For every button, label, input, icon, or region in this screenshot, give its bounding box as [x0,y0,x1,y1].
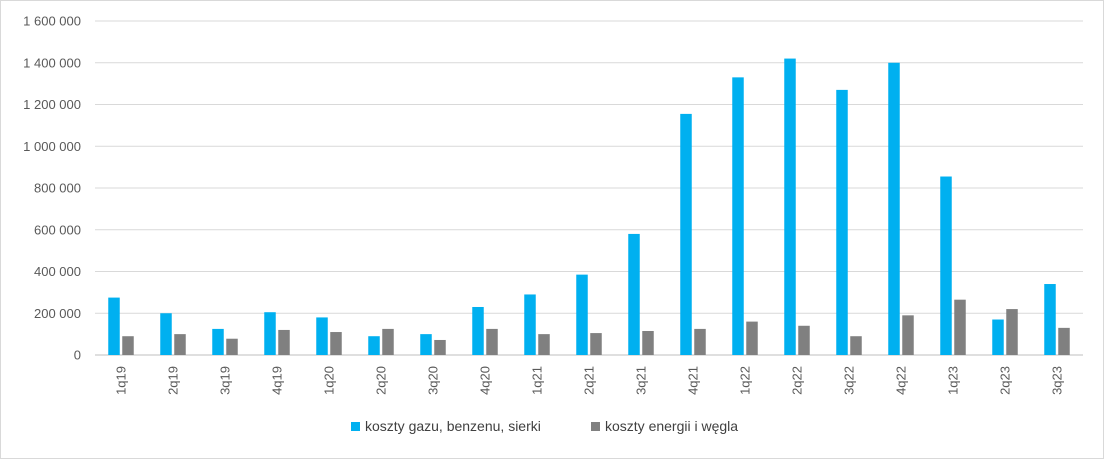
bar-energy-coal [538,334,550,355]
bar-energy-coal [434,339,446,355]
x-tick-label: 3q19 [218,366,233,395]
bar-energy-coal [1006,309,1018,355]
y-tick-label: 400 000 [34,264,81,279]
y-tick-label: 800 000 [34,181,81,196]
x-tick-label: 1q23 [946,366,961,395]
bar-energy-coal [278,329,290,355]
bar-gas-benzene-sulfur [472,306,484,355]
x-tick-label: 2q23 [998,366,1013,395]
bar-energy-coal [122,336,134,355]
gridlines [95,20,1083,356]
y-tick-label: 0 [74,348,81,363]
bar-gas-benzene-sulfur [1044,284,1056,355]
bar-energy-coal [694,328,706,355]
x-tick-label: 2q20 [374,366,389,395]
x-tick-label: 2q21 [582,366,597,395]
x-tick-label: 1q20 [322,366,337,395]
bar-gas-benzene-sulfur [732,77,744,356]
bar-gas-benzene-sulfur [368,336,380,355]
x-tick-label: 4q21 [686,366,701,395]
bar-energy-coal [590,333,602,355]
bar-energy-coal [902,315,914,355]
bar-gas-benzene-sulfur [160,313,172,355]
bar-gas-benzene-sulfur [680,113,692,355]
bar-gas-benzene-sulfur [212,328,224,355]
bar-energy-coal [850,336,862,355]
y-tick-label: 1 000 000 [23,139,81,154]
legend-swatch-energy [591,422,600,431]
bar-gas-benzene-sulfur [108,297,120,355]
y-tick-label: 1 600 000 [23,14,81,29]
legend: koszty gazu, benzenu, sierki koszty energ… [351,418,738,434]
bar-gas-benzene-sulfur [992,319,1004,355]
legend-swatch-gas [351,422,360,431]
legend-label-energy: koszty energii i węgla [605,418,738,434]
x-tick-label: 4q20 [478,366,493,395]
x-tick-label: 1q19 [114,366,129,395]
y-tick-label: 1 400 000 [23,55,81,70]
bar-energy-coal [226,338,238,355]
x-tick-label: 1q21 [530,366,545,395]
x-tick-label: 3q21 [634,366,649,395]
bar-gas-benzene-sulfur [784,58,796,355]
x-tick-label: 1q22 [738,366,753,395]
x-tick-label: 3q20 [426,366,441,395]
bar-energy-coal [798,325,810,355]
x-axis-ticks: 1q19 2q19 3q19 4q19 1q20 2q20 3q20 4q20 1q21 2q21… [114,366,1065,395]
x-tick-label: 2q19 [166,366,181,395]
legend-label-gas: koszty gazu, benzenu, sierki [365,418,541,434]
bar-gas-benzene-sulfur [524,294,536,355]
x-tick-label: 4q19 [270,366,285,395]
bar-energy-coal [954,299,966,355]
x-tick-label: 2q22 [790,366,805,395]
bar-gas-benzene-sulfur [888,62,900,355]
x-tick-label: 3q22 [842,366,857,395]
bar-gas-benzene-sulfur [576,274,588,355]
y-tick-label: 200 000 [34,306,81,321]
bar-gas-benzene-sulfur [420,334,432,355]
bar-gas-benzene-sulfur [940,176,952,355]
bar-energy-coal [642,330,654,355]
bar-gas-benzene-sulfur [836,89,848,355]
bar-gas-benzene-sulfur [316,317,328,355]
x-tick-label: 4q22 [894,366,909,395]
bar-energy-coal [1058,327,1070,355]
bar-energy-coal [174,334,186,355]
bars [108,58,1070,356]
bar-energy-coal [746,321,758,355]
bar-energy-coal [486,328,498,355]
bar-energy-coal [382,328,394,355]
x-tick-label: 3q23 [1050,366,1065,395]
bar-gas-benzene-sulfur [628,233,640,355]
y-axis-ticks: 0 200 000 400 000 600 000 800 000 1 000 000 1 … [23,14,81,363]
bar-gas-benzene-sulfur [264,312,276,355]
y-tick-label: 1 200 000 [23,97,81,112]
y-tick-label: 600 000 [34,222,81,237]
bar-energy-coal [330,332,342,355]
